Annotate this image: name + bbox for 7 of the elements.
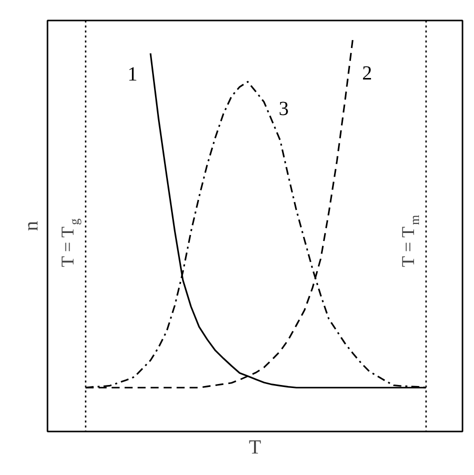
series-label: 3 [278,98,289,120]
text: T = Tm [398,214,422,268]
series-label: 1 [127,63,138,86]
series-label: 2 [362,62,372,84]
x-axis-title: T [248,436,262,458]
y-axis-title: n [20,221,42,231]
text: T = Tg [58,218,82,268]
